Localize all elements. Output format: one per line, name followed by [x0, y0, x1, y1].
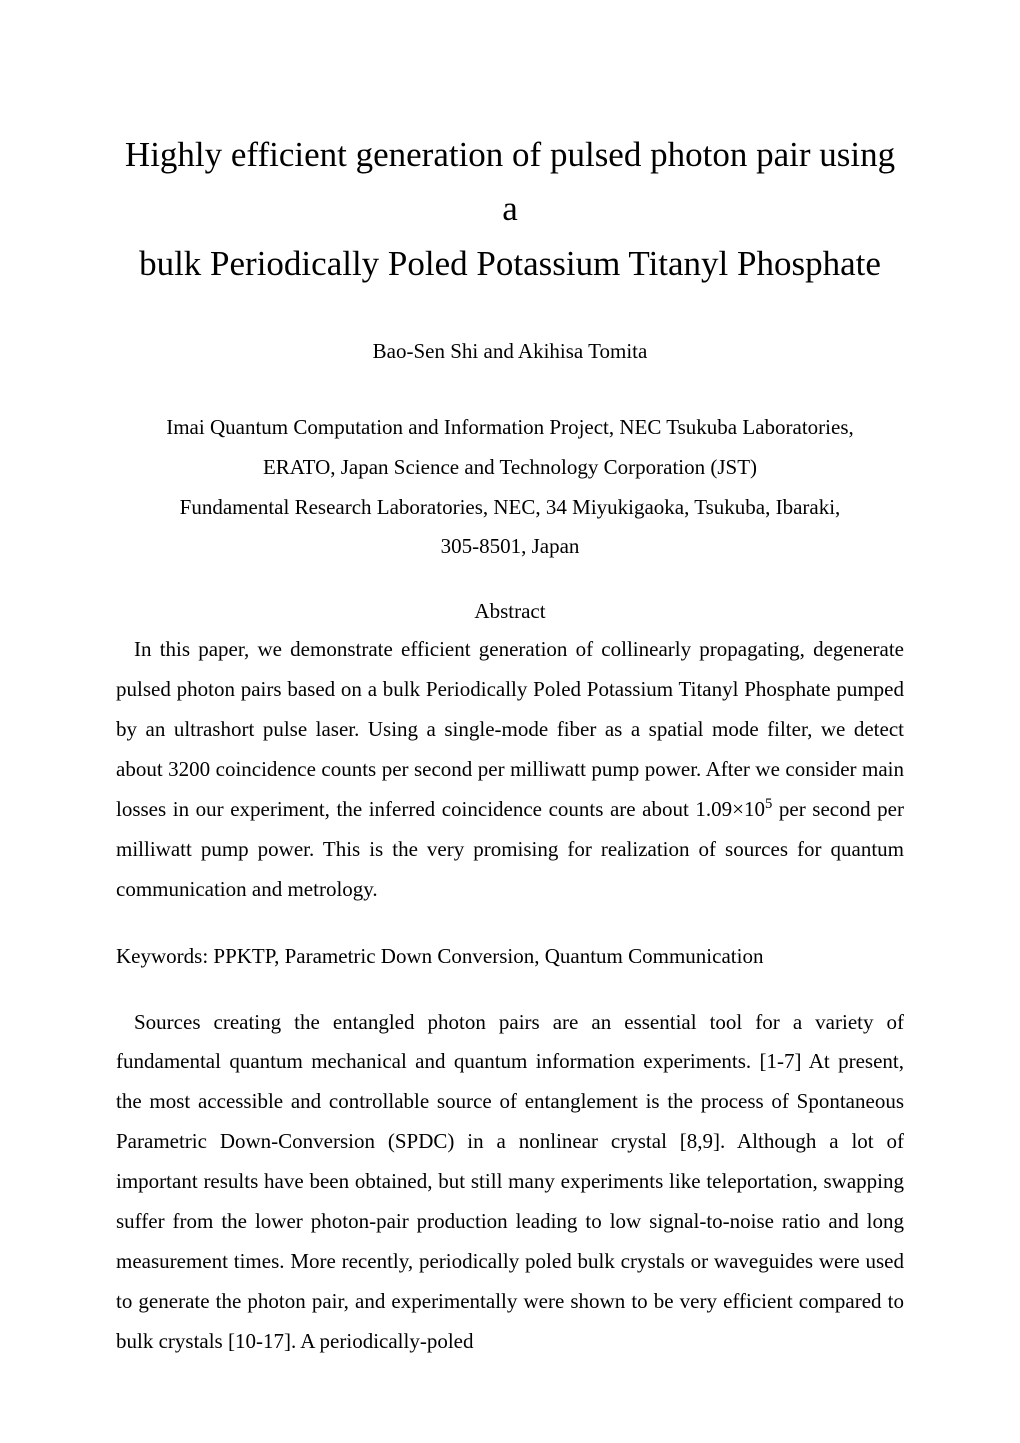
abstract-body: In this paper, we demonstrate efficient …	[116, 630, 904, 909]
affiliation-line-4: 305-8501, Japan	[441, 534, 580, 558]
abstract-heading: Abstract	[116, 599, 904, 624]
title-line-1: Highly efficient generation of pulsed ph…	[125, 135, 895, 228]
title-line-2: bulk Periodically Poled Potassium Titany…	[139, 244, 881, 283]
affiliation-line-2: ERATO, Japan Science and Technology Corp…	[263, 455, 757, 479]
intro-text: Sources creating the entangled photon pa…	[116, 1010, 904, 1353]
abstract-text-pre: In this paper, we demonstrate efficient …	[116, 637, 904, 821]
authors: Bao-Sen Shi and Akihisa Tomita	[116, 339, 904, 364]
affiliation-line-1: Imai Quantum Computation and Information…	[166, 415, 854, 439]
intro-paragraph: Sources creating the entangled photon pa…	[116, 1003, 904, 1362]
affiliation-line-3: Fundamental Research Laboratories, NEC, …	[180, 495, 841, 519]
paper-title: Highly efficient generation of pulsed ph…	[116, 128, 904, 291]
affiliation: Imai Quantum Computation and Information…	[116, 408, 904, 568]
keywords: Keywords: PPKTP, Parametric Down Convers…	[116, 944, 904, 969]
